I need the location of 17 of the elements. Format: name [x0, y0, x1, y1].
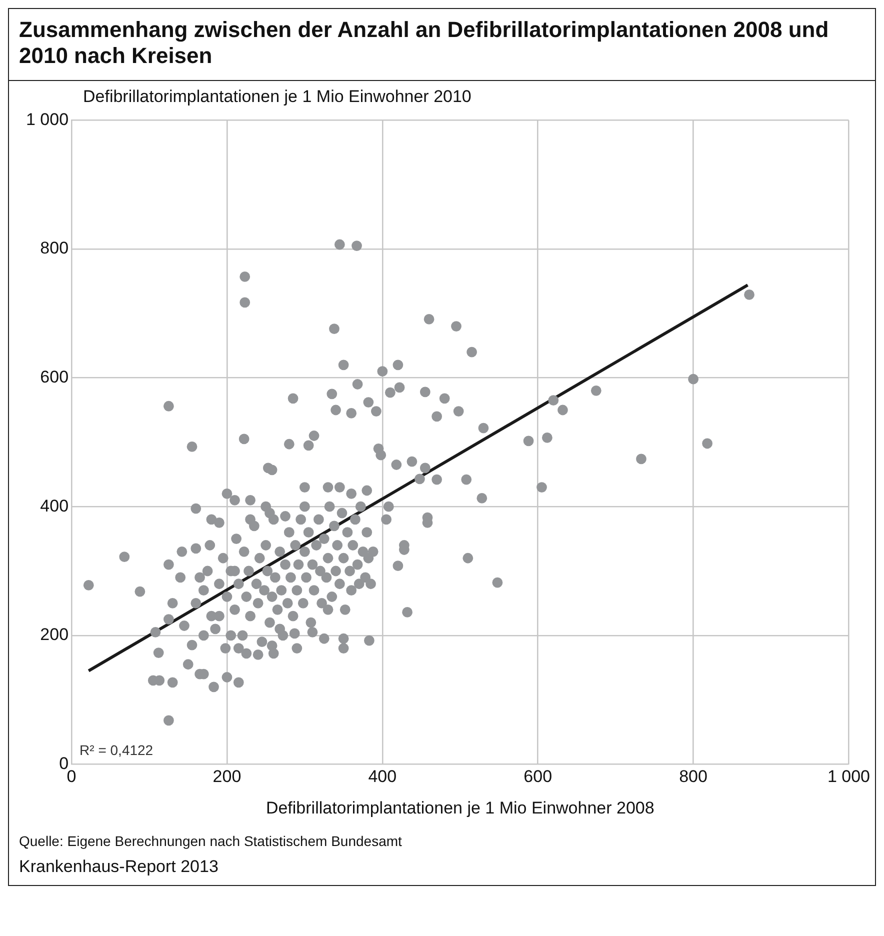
x-tick-label: 600 [524, 766, 552, 786]
y-tick-label: 400 [40, 496, 69, 516]
x-tick-label: 400 [368, 766, 397, 786]
y-tick-label: 1 000 [26, 110, 69, 129]
y-tick-label: 800 [40, 238, 69, 258]
x-tick-label: 200 [212, 766, 242, 786]
y-tick-label: 200 [40, 624, 69, 644]
y-tick-label: 600 [40, 367, 69, 386]
x-tick-label: 800 [679, 766, 708, 786]
y-tick-label: 0 [59, 754, 69, 773]
source-note: Quelle: Eigene Berechnungen nach Statistischem Bundesamt [18, 832, 403, 849]
annotation: R² = 0,4122 [80, 742, 154, 758]
x-axis-title: Defibrillatorimplantationen je 1 Mio Einwohner 2008 [266, 798, 654, 818]
text: Krankenhaus-Report 2013 [18, 856, 220, 878]
chart-title: Zusammenhang zwischen der Anzahl an Defibrillatorimplantationen 2008 und 2010 nach Kreisen [9, 9, 875, 81]
y-axis-title: Defibrillatorimplantationen je 1 Mio Einwohner 2010 [82, 86, 472, 107]
x-tick-label: 1 000 [827, 766, 870, 786]
